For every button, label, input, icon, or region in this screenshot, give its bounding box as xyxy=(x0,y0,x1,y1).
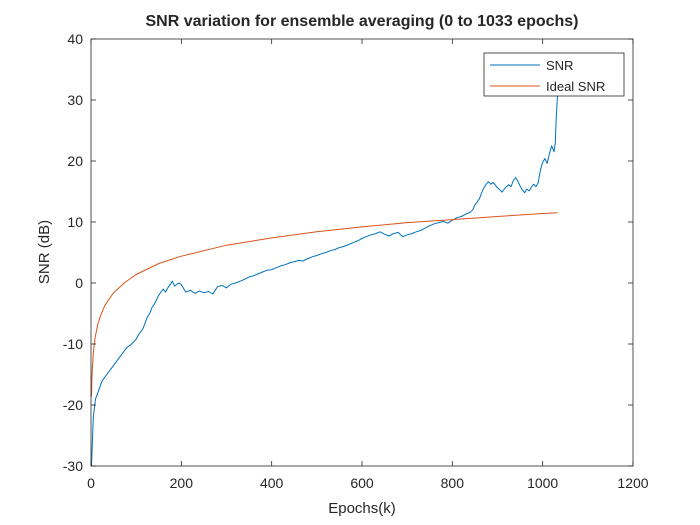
series-layer xyxy=(91,93,559,467)
x-tick-label: 600 xyxy=(350,475,374,491)
legend-label-snr: SNR xyxy=(546,58,573,73)
y-tick-label: -10 xyxy=(63,336,83,352)
chart-title: SNR variation for ensemble averaging (0 … xyxy=(145,13,578,30)
snr-series-line xyxy=(91,93,559,467)
y-tick-label: 0 xyxy=(75,275,83,291)
legend-label-ideal-snr: Ideal SNR xyxy=(546,79,605,94)
y-tick-label: 40 xyxy=(67,31,83,47)
y-tick-label: 30 xyxy=(67,92,83,108)
legend: SNR Ideal SNR xyxy=(483,52,625,97)
x-axis-label: Epochs(k) xyxy=(328,500,396,517)
legend-box xyxy=(483,52,625,97)
plot-area xyxy=(91,39,633,466)
y-tick-label: 20 xyxy=(67,153,83,169)
x-tick-label: 0 xyxy=(87,475,95,491)
y-axis-label: SNR (dB) xyxy=(36,220,53,284)
ideal-snr-series-line xyxy=(91,212,558,397)
x-tick-label: 200 xyxy=(170,475,194,491)
tick-layer: 0 200 400 600 800 1000 1200 -30 -20 -10 0 10 20 30 40 xyxy=(63,31,649,491)
x-tick-label: 800 xyxy=(441,475,465,491)
x-tick-label: 1200 xyxy=(617,475,648,491)
y-tick-label: 10 xyxy=(67,214,83,230)
x-tick-label: 400 xyxy=(260,475,284,491)
y-tick-label: -20 xyxy=(63,397,83,413)
x-tick-label: 1000 xyxy=(527,475,558,491)
y-tick-label: -30 xyxy=(63,458,83,474)
